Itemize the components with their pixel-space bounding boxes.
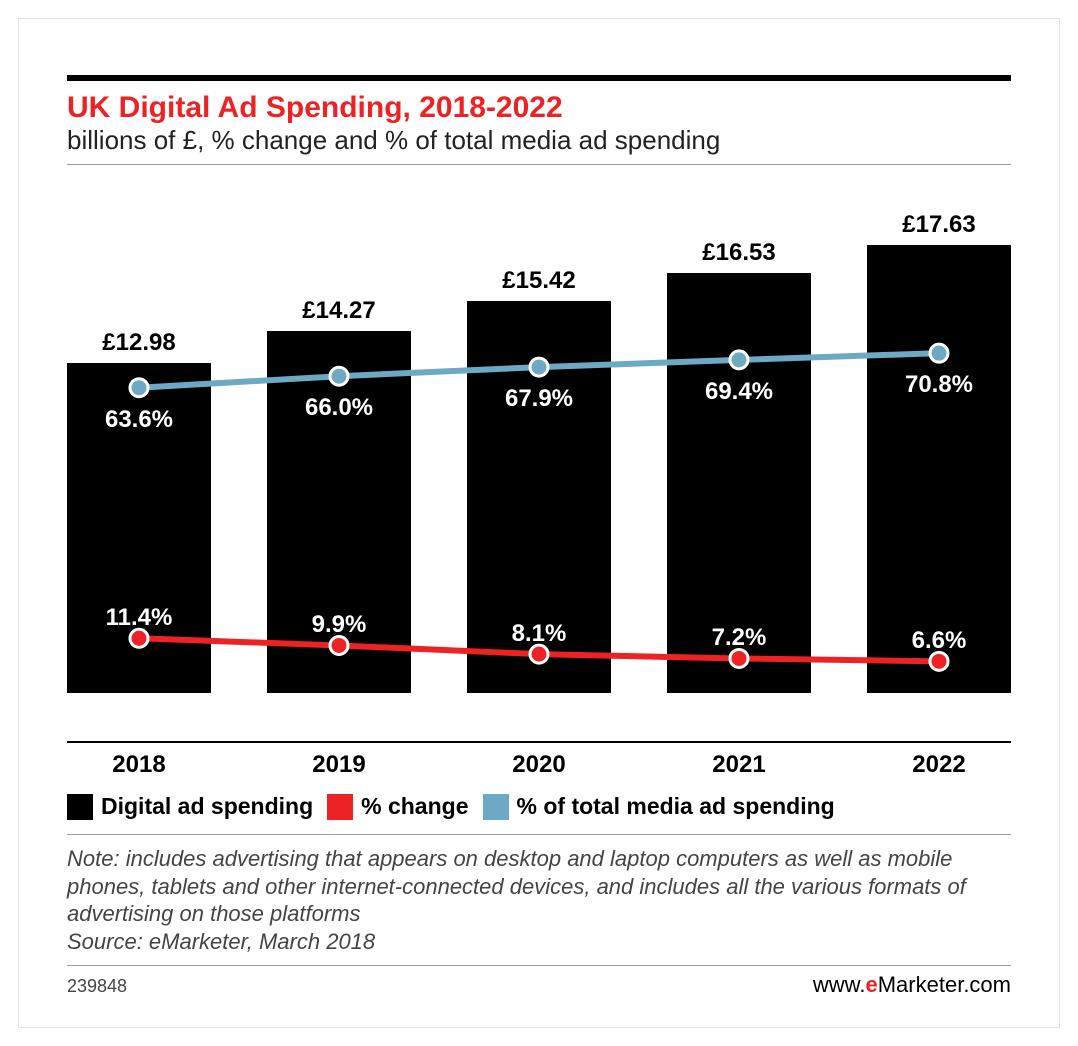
- source-suffix: .com: [963, 972, 1011, 997]
- outer-frame: UK Digital Ad Spending, 2018-2022 billio…: [0, 0, 1078, 1046]
- source-rest: Marketer: [878, 972, 964, 997]
- chart-subtitle: billions of £, % change and % of total m…: [67, 125, 1011, 156]
- legend-label: % change: [361, 793, 468, 820]
- red-value-label: 8.1%: [512, 620, 567, 648]
- note-line: Source: eMarketer, March 2018: [67, 928, 1011, 956]
- x-axis-label: 2022: [867, 751, 1011, 779]
- footer: 239848 www.eMarketer.com: [67, 972, 1011, 998]
- chart-card: UK Digital Ad Spending, 2018-2022 billio…: [18, 18, 1060, 1028]
- legend-swatch: [327, 794, 353, 820]
- x-axis-label: 2019: [267, 751, 411, 779]
- source-prefix: www.: [813, 972, 866, 997]
- legend-swatch: [483, 794, 509, 820]
- legend-label: Digital ad spending: [101, 793, 313, 820]
- red-value-label: 6.6%: [912, 627, 967, 655]
- footer-thin-rule: [67, 965, 1011, 966]
- blue-value-label: 66.0%: [305, 394, 373, 422]
- chart-title: UK Digital Ad Spending, 2018-2022: [67, 91, 1011, 125]
- red-value-label: 7.2%: [712, 624, 767, 652]
- chart-plot-area: £12.98£14.27£15.42£16.53£17.63 63.6%66.0…: [67, 165, 1011, 741]
- source-highlight: e: [865, 972, 877, 997]
- x-axis-label: 2018: [67, 751, 211, 779]
- x-axis-line: [67, 741, 1011, 743]
- x-axis-label: 2020: [467, 751, 611, 779]
- blue-value-label: 67.9%: [505, 385, 573, 413]
- legend-item: Digital ad spending: [67, 793, 313, 820]
- legend-label: % of total media ad spending: [517, 793, 835, 820]
- red-value-label: 11.4%: [106, 604, 173, 632]
- legend-item: % change: [327, 793, 468, 820]
- blue-value-label: 69.4%: [705, 378, 773, 406]
- blue-value-label: 63.6%: [105, 406, 173, 434]
- x-axis-labels: 2018 2019 2020 2021 2022: [67, 751, 1011, 779]
- line-labels-layer: 63.6% 66.0% 67.9% 69.4% 70.8% 11.4% 9.9% 8.1% 7.…: [67, 165, 1011, 741]
- legend: Digital ad spending % change % of total me…: [67, 793, 1011, 820]
- source-url: www.eMarketer.com: [813, 972, 1011, 998]
- note-line: Note: includes advertising that appears …: [67, 845, 1011, 928]
- legend-swatch: [67, 794, 93, 820]
- legend-item: % of total media ad spending: [483, 793, 835, 820]
- x-axis-label: 2021: [667, 751, 811, 779]
- red-value-label: 9.9%: [312, 611, 367, 639]
- chart-id: 239848: [67, 976, 127, 997]
- blue-value-label: 70.8%: [905, 371, 973, 399]
- chart-note: Note: includes advertising that appears …: [67, 845, 1011, 955]
